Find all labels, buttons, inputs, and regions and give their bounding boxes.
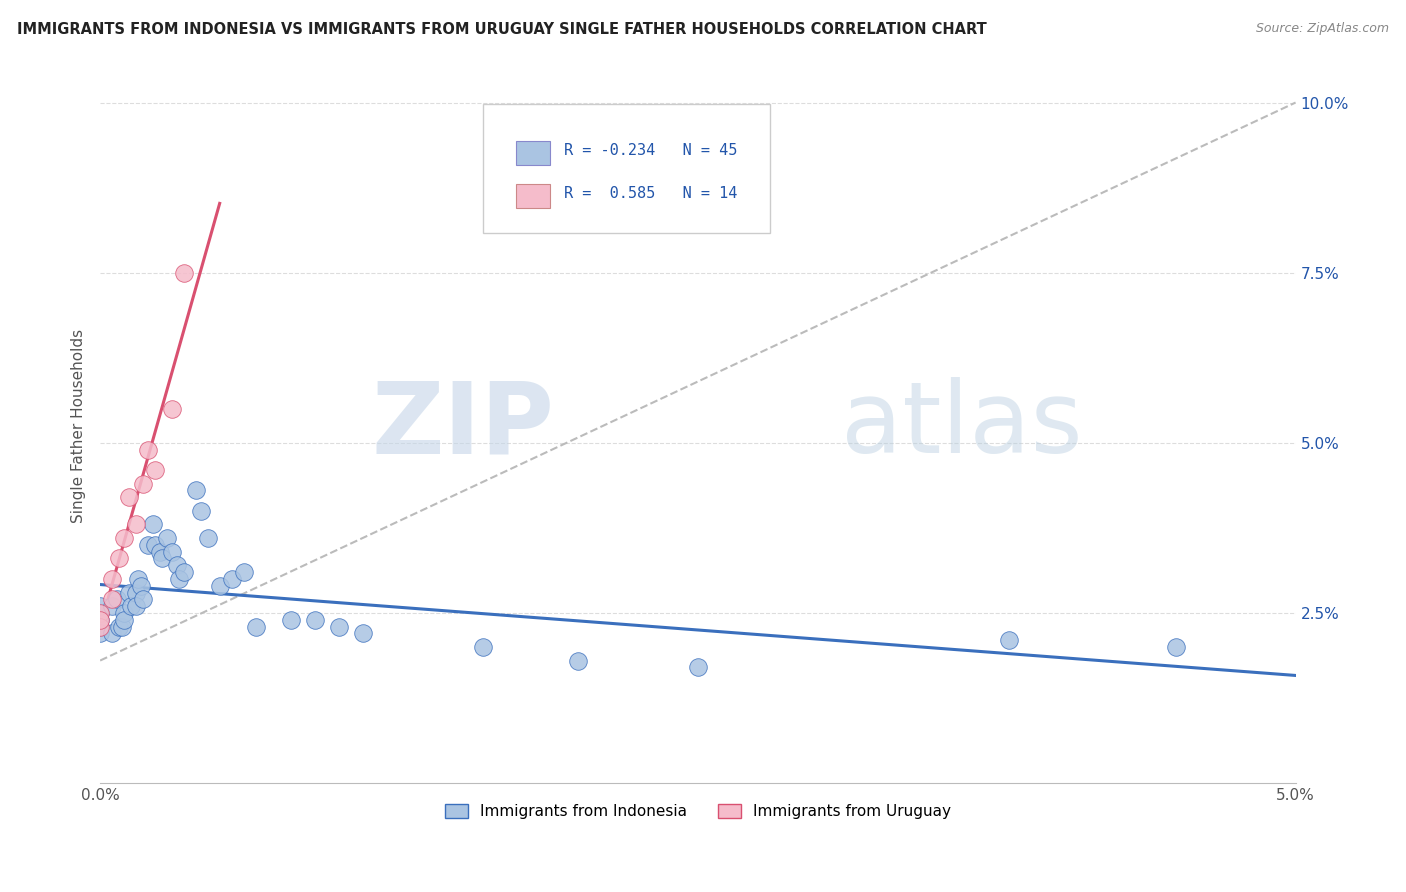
Point bbox=[89, 613, 111, 627]
Point bbox=[167, 572, 190, 586]
Point bbox=[89, 613, 111, 627]
Legend: Immigrants from Indonesia, Immigrants from Uruguay: Immigrants from Indonesia, Immigrants fr… bbox=[439, 798, 957, 825]
Point bbox=[997, 633, 1019, 648]
FancyBboxPatch shape bbox=[482, 104, 769, 233]
Point bbox=[125, 585, 148, 599]
Point bbox=[89, 606, 111, 620]
Point bbox=[101, 626, 124, 640]
Point bbox=[89, 626, 111, 640]
Point bbox=[111, 619, 134, 633]
Point bbox=[160, 401, 183, 416]
Point bbox=[112, 606, 135, 620]
Text: Source: ZipAtlas.com: Source: ZipAtlas.com bbox=[1256, 22, 1389, 36]
Point bbox=[173, 565, 195, 579]
Point bbox=[136, 538, 159, 552]
Point bbox=[120, 599, 142, 613]
Point bbox=[108, 551, 131, 566]
Point bbox=[125, 599, 148, 613]
Point bbox=[101, 599, 124, 613]
Text: ZIP: ZIP bbox=[371, 377, 554, 475]
Text: IMMIGRANTS FROM INDONESIA VS IMMIGRANTS FROM URUGUAY SINGLE FATHER HOUSEHOLDS CO: IMMIGRANTS FROM INDONESIA VS IMMIGRANTS … bbox=[17, 22, 987, 37]
Point bbox=[101, 572, 124, 586]
Point bbox=[280, 613, 302, 627]
Bar bbox=[516, 141, 550, 165]
Point bbox=[686, 660, 709, 674]
Point bbox=[190, 504, 212, 518]
Point bbox=[89, 619, 111, 633]
Point bbox=[245, 619, 267, 633]
Point bbox=[101, 592, 124, 607]
Point bbox=[112, 531, 135, 545]
Y-axis label: Single Father Households: Single Father Households bbox=[72, 329, 86, 523]
Point bbox=[125, 517, 148, 532]
Point bbox=[89, 599, 111, 613]
Point bbox=[208, 579, 231, 593]
Point bbox=[150, 551, 173, 566]
Point bbox=[89, 606, 111, 620]
Point bbox=[1164, 640, 1187, 654]
Text: atlas: atlas bbox=[841, 377, 1083, 475]
Point bbox=[471, 640, 494, 654]
Point bbox=[112, 613, 135, 627]
Point bbox=[567, 654, 589, 668]
Point bbox=[143, 538, 166, 552]
Point bbox=[304, 613, 326, 627]
Point bbox=[149, 544, 172, 558]
Point bbox=[328, 619, 350, 633]
Point bbox=[184, 483, 207, 498]
Text: R =  0.585   N = 14: R = 0.585 N = 14 bbox=[564, 186, 737, 201]
Point bbox=[143, 463, 166, 477]
Point bbox=[108, 619, 131, 633]
Point bbox=[89, 619, 111, 633]
Point bbox=[232, 565, 254, 579]
Text: R = -0.234   N = 45: R = -0.234 N = 45 bbox=[564, 143, 737, 158]
Point bbox=[118, 585, 141, 599]
Point bbox=[132, 592, 155, 607]
Point bbox=[197, 531, 219, 545]
Point bbox=[105, 592, 128, 607]
Point bbox=[166, 558, 188, 573]
Point bbox=[127, 572, 149, 586]
Point bbox=[221, 572, 243, 586]
Point bbox=[132, 476, 155, 491]
Bar bbox=[516, 184, 550, 208]
Point bbox=[136, 442, 159, 457]
Point bbox=[160, 544, 183, 558]
Point bbox=[352, 626, 374, 640]
Point bbox=[156, 531, 179, 545]
Point bbox=[173, 266, 195, 280]
Point bbox=[142, 517, 165, 532]
Point bbox=[129, 579, 152, 593]
Point bbox=[118, 490, 141, 504]
